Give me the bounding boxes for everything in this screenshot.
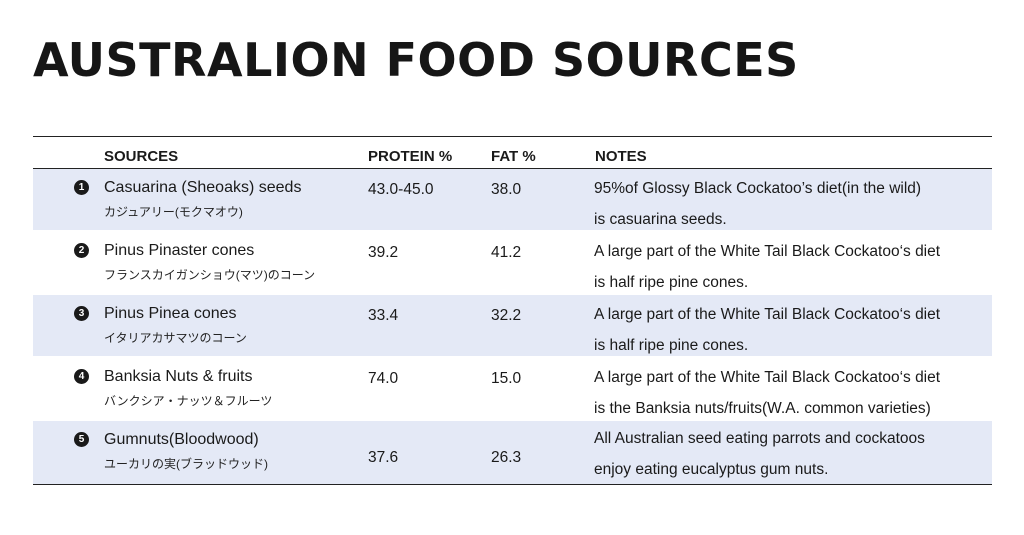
notes-cell: A large part of the White Tail Black Coc…	[594, 236, 940, 298]
row-number-badge: 2	[74, 243, 89, 258]
header-fat: FAT %	[491, 148, 536, 165]
fat-value: 32.2	[491, 307, 522, 324]
note-line-1: All Australian seed eating parrots and c…	[594, 430, 925, 447]
protein-value: 33.4	[368, 307, 399, 324]
protein-value: 43.0-45.0	[368, 181, 434, 198]
notes-cell: All Australian seed eating parrots and c…	[594, 423, 925, 485]
note-line-1: 95%of Glossy Black Cockatoo’s diet(in th…	[594, 180, 922, 197]
table-row: 1 Casuarina (Sheoaks) seeds カジュアリー(モクマオウ…	[33, 169, 992, 232]
fat-value: 26.3	[491, 449, 522, 466]
table-header-row: SOURCES PROTEIN % FAT % NOTES	[33, 137, 992, 169]
fat-value: 38.0	[491, 181, 522, 198]
source-name: Banksia Nuts & fruits	[104, 368, 253, 385]
row-number-badge: 3	[74, 306, 89, 321]
note-line-1: A large part of the White Tail Black Coc…	[594, 306, 941, 323]
source-japanese-name: フランスカイガンショウ(マツ)のコーン	[104, 268, 316, 282]
source-name: Pinus Pinaster cones	[104, 242, 255, 259]
page-title: AUSTRALION FOOD SOURCES	[33, 33, 799, 87]
note-line-2: is half ripe pine cones.	[594, 274, 749, 291]
table-row: 4 Banksia Nuts & fruits バンクシア・ナッツ＆フルーツ 7…	[33, 358, 992, 421]
table-row: 3 Pinus Pinea cones イタリアカサマツのコーン 33.4 32…	[33, 295, 992, 358]
notes-cell: A large part of the White Tail Black Coc…	[594, 362, 940, 424]
protein-value: 39.2	[368, 244, 399, 261]
source-name: Gumnuts(Bloodwood)	[104, 431, 259, 448]
table-row: 2 Pinus Pinaster cones フランスカイガンショウ(マツ)のコ…	[33, 232, 992, 295]
source-japanese-name: イタリアカサマツのコーン	[104, 331, 247, 345]
notes-cell: A large part of the White Tail Black Coc…	[594, 299, 940, 361]
note-line-2: enjoy eating eucalyptus gum nuts.	[594, 461, 829, 478]
note-line-2: is the Banksia nuts/fruits(W.A. common v…	[594, 400, 931, 417]
row-number-badge: 5	[74, 432, 89, 447]
source-japanese-name: バンクシア・ナッツ＆フルーツ	[104, 394, 273, 408]
table-row: 5 Gumnuts(Bloodwood) ユーカリの実(ブラッドウッド) 37.…	[33, 421, 992, 484]
note-line-2: is casuarina seeds.	[594, 211, 727, 228]
source-japanese-name: カジュアリー(モクマオウ)	[104, 205, 243, 219]
notes-cell: 95%of Glossy Black Cockatoo’s diet(in th…	[594, 173, 921, 235]
note-line-1: A large part of the White Tail Black Coc…	[594, 243, 941, 260]
source-japanese-name: ユーカリの実(ブラッドウッド)	[104, 457, 268, 471]
source-name: Casuarina (Sheoaks) seeds	[104, 179, 302, 196]
row-number-badge: 1	[74, 180, 89, 195]
header-sources: SOURCES	[104, 148, 179, 165]
row-number-badge: 4	[74, 369, 89, 384]
fat-value: 15.0	[491, 370, 522, 387]
source-name: Pinus Pinea cones	[104, 305, 237, 322]
protein-value: 37.6	[368, 449, 399, 466]
note-line-2: is half ripe pine cones.	[594, 337, 749, 354]
header-protein: PROTEIN %	[368, 148, 453, 165]
header-notes: NOTES	[595, 148, 647, 165]
note-line-1: A large part of the White Tail Black Coc…	[594, 369, 941, 386]
protein-value: 74.0	[368, 370, 399, 387]
fat-value: 41.2	[491, 244, 522, 261]
food-sources-table: SOURCES PROTEIN % FAT % NOTES 1 Casuarin…	[33, 136, 992, 485]
